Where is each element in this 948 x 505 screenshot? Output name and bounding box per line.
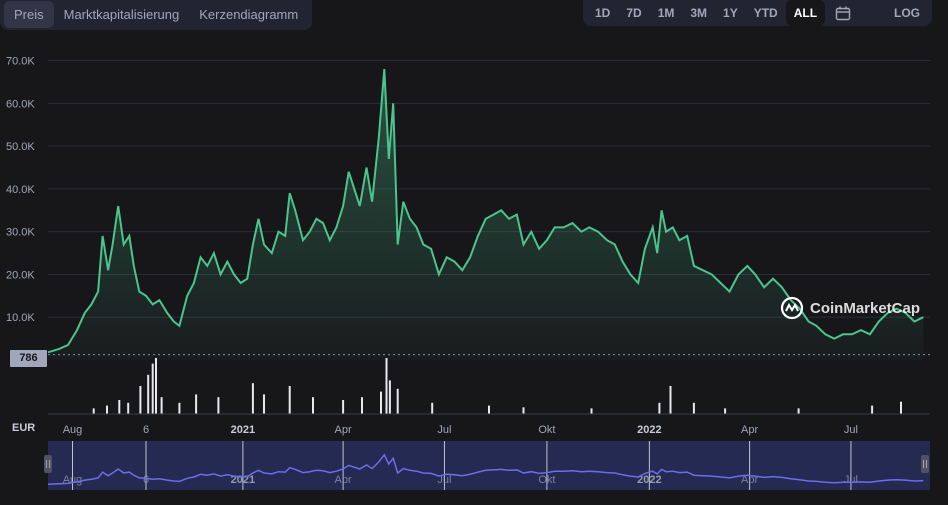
x-tick-label: Apr — [741, 424, 758, 436]
range-1d-button[interactable]: 1D — [595, 6, 611, 20]
volume-bar — [385, 358, 388, 414]
volume-bar — [139, 386, 142, 414]
volume-bar — [342, 400, 345, 414]
current-price-badge: 786 — [10, 350, 47, 367]
volume-bar — [92, 408, 95, 414]
range-7d-button[interactable]: 7D — [626, 6, 642, 20]
volume-bar — [871, 405, 874, 414]
volume-bar — [590, 408, 593, 414]
calendar-icon[interactable] — [835, 6, 851, 21]
x-tick-label: Apr — [335, 424, 352, 436]
volume-bar — [217, 397, 220, 414]
volume-bar — [361, 397, 363, 414]
navigator-line — [47, 453, 924, 485]
coinmarketcap-logo-icon — [780, 296, 804, 320]
x-tick-label: Jul — [844, 424, 858, 436]
volume-bar — [106, 405, 108, 414]
chart-type-tabs: Preis Marktkapitalisierung Kerzendiagram… — [0, 0, 313, 30]
y-tick-label: 40.0K — [6, 184, 35, 196]
navigator-tick-label: Jul — [437, 474, 451, 486]
log-scale-button[interactable]: LOG — [894, 6, 920, 20]
volume-bar — [312, 397, 314, 414]
navigator-tick-label: Apr — [741, 474, 758, 486]
volume-bar — [160, 397, 163, 414]
navigator-background — [48, 441, 930, 490]
price-line — [47, 69, 924, 354]
y-tick-label: 50.0K — [6, 141, 35, 153]
volume-bar — [151, 363, 154, 414]
range-all-button[interactable]: ALL — [785, 0, 826, 26]
range-1y-button[interactable]: 1Y — [723, 6, 738, 20]
y-tick-label: 60.0K — [6, 98, 35, 110]
x-axis: Aug 6 2021 Apr Jul Okt 2022 Apr Jul — [63, 424, 858, 436]
volume-bar — [388, 380, 391, 414]
volume-bar — [724, 408, 727, 414]
volume-bar — [178, 402, 181, 414]
volume-bar — [195, 394, 198, 414]
navigator-tick-label: Apr — [335, 474, 352, 486]
x-tick-label: Okt — [538, 424, 555, 436]
volume-bar — [155, 358, 157, 414]
range-ytd-button[interactable]: YTD — [753, 6, 778, 20]
volume-bar — [263, 394, 265, 414]
volume-bar — [380, 391, 382, 414]
range-navigator[interactable]: Aug 6 2021 Apr Jul Okt 2022 Apr Jul — [47, 441, 930, 490]
range-1m-button[interactable]: 1M — [657, 6, 675, 20]
volume-bar — [147, 374, 150, 414]
watermark-text: CoinMarketCap — [810, 299, 921, 317]
time-range-selector: 1D 7D 1M 3M 1Y YTD ALL LOG — [583, 0, 932, 26]
price-area — [48, 69, 924, 360]
volume-bar — [692, 402, 695, 414]
volume-bar — [900, 401, 902, 414]
volume-bar — [431, 402, 434, 414]
y-tick-label: 20.0K — [6, 269, 35, 281]
x-tick-label: 2021 — [231, 424, 255, 436]
y-tick-label: 70.0K — [6, 56, 35, 68]
y-axis: 10.0K 20.0K 30.0K 40.0K 50.0K 60.0K 70.0K — [6, 56, 35, 325]
x-tick-label: 6 — [143, 424, 149, 436]
volume-bar — [251, 383, 254, 414]
x-tick-label: Jul — [437, 424, 451, 436]
tab-price[interactable]: Preis — [4, 0, 54, 28]
volume-bar — [658, 402, 661, 414]
navigator-right-handle[interactable] — [921, 455, 929, 473]
navigator-left-handle[interactable] — [44, 455, 52, 473]
x-tick-label: 2022 — [637, 424, 661, 436]
y-tick-label: 30.0K — [6, 227, 35, 239]
volume-bar — [288, 386, 291, 414]
tab-market-cap[interactable]: Marktkapitalisierung — [63, 6, 180, 22]
tab-candlestick[interactable]: Kerzendiagramm — [199, 6, 299, 22]
volume-bar — [522, 407, 525, 414]
navigator-tick-label: Okt — [538, 474, 555, 486]
volume-bar — [118, 400, 121, 414]
currency-label: EUR — [12, 422, 36, 434]
volume-bar — [488, 405, 490, 414]
volume-bars — [48, 358, 930, 415]
volume-bar — [797, 408, 800, 414]
watermark: CoinMarketCap — [780, 296, 920, 320]
navigator-tick-label: Jul — [844, 474, 858, 486]
navigator-tick-label: 6 — [143, 474, 149, 486]
volume-bar — [396, 388, 399, 414]
volume-bar — [127, 402, 130, 414]
volume-bar — [669, 386, 672, 414]
navigator-tick-label: 2022 — [637, 474, 661, 486]
x-tick-label: Aug — [63, 424, 83, 436]
y-tick-label: 10.0K — [6, 312, 35, 324]
range-3m-button[interactable]: 3M — [690, 6, 708, 20]
